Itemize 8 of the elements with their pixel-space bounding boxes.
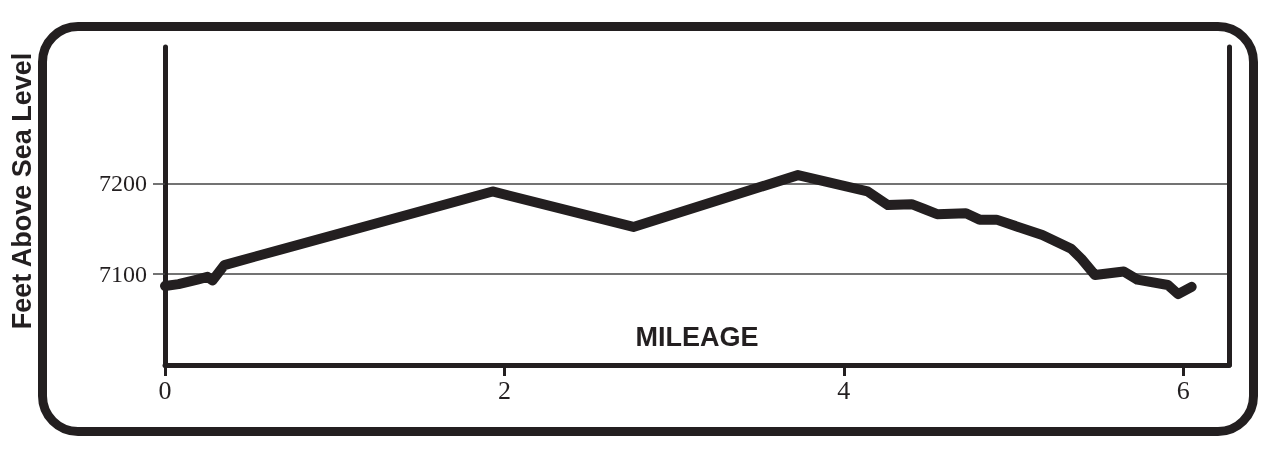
y-tick-label: 7200 [99,170,147,197]
x-tick-label: 4 [837,375,851,405]
y-axis-title: Feet Above Sea Level [6,52,37,330]
y-tick-label: 7100 [99,261,147,288]
x-axis-title: MILEAGE [635,321,759,352]
x-tick-label: 2 [497,375,511,405]
x-tick-label: 6 [1176,375,1190,405]
x-tick-label: 0 [158,375,172,405]
